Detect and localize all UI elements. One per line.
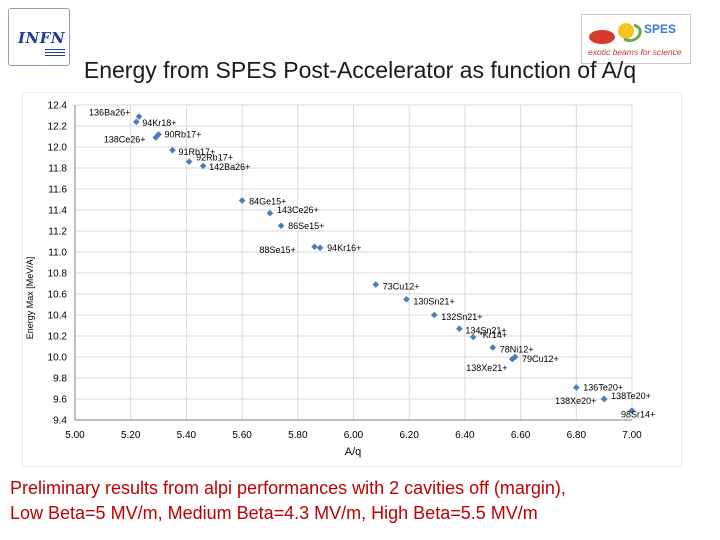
data-label: 84Ge15+ [249, 197, 286, 207]
grid-layer [74, 104, 633, 421]
data-point [316, 244, 324, 252]
y-tick-label: 12.2 [48, 122, 68, 133]
data-point [469, 333, 477, 341]
data-point [311, 243, 318, 251]
data-label: 92Rb17+ [196, 153, 233, 163]
label-layer: 136Ba26+ 94Kr18+90Rb17+ 138Ce26+ 91Rb17+92R… [89, 108, 655, 420]
data-point [152, 134, 160, 141]
y-tick-label: 10.2 [48, 332, 68, 343]
y-tick-label: 10.0 [48, 353, 68, 364]
data-label: 142Ba26+ [209, 162, 250, 172]
data-label: 143Ce26+ [277, 205, 319, 215]
data-point [628, 407, 636, 414]
x-tick-label: 5.40 [177, 430, 197, 441]
y-tick-label: 9.6 [53, 395, 67, 406]
spes-logo-swirl [589, 30, 615, 44]
data-point [199, 162, 207, 170]
data-label: 90Rb17+ [165, 129, 202, 139]
spes-logo-sun [618, 23, 634, 39]
data-label: 91Rb17+ [178, 147, 215, 157]
data-label: 132Sn21+ [441, 312, 482, 322]
y-tick-label: 9.8 [53, 374, 67, 385]
y-tick-label: 12.0 [48, 143, 68, 154]
data-label: 136Ba26+ [89, 108, 130, 118]
chart-svg: 9.4 9.6 9.8 10.0 10.2 10.4 10.6 10.8 11.0 11.2 11.… [21, 91, 683, 468]
data-label: 78Ni12+ [500, 345, 534, 355]
data-label: 88Se15+ [260, 245, 296, 255]
data-point [277, 222, 285, 230]
data-point [155, 131, 162, 138]
infn-logo: INFN [8, 8, 70, 66]
data-label: *Kr14+ [479, 330, 507, 340]
data-point [403, 295, 410, 303]
data-label: 98Sr14+ [621, 410, 655, 420]
data-point [600, 395, 608, 403]
data-label: 79Cu12+ [522, 354, 559, 364]
data-label: 94Kr16+ [327, 243, 361, 253]
slide-title: Energy from SPES Post-Accelerator as fun… [83, 57, 637, 83]
spes-logo-text: SPES [644, 22, 676, 36]
y-tick-label: 11.2 [48, 227, 67, 238]
y-tick-label: 12.4 [48, 101, 68, 112]
x-tick-label: 5.20 [121, 430, 141, 441]
y-tick-label: 10.4 [48, 311, 68, 322]
x-tick-label: 7.00 [622, 430, 642, 441]
data-label: 136Te20+ [583, 382, 623, 392]
y-tick-label: 11.6 [48, 185, 67, 196]
x-tick-label: 5.80 [288, 430, 308, 441]
x-tick-label: 6.80 [567, 430, 587, 441]
data-label: 130Sn21+ [413, 296, 454, 306]
data-label: 73Cu12+ [383, 282, 420, 292]
infn-logo-lines [45, 49, 65, 59]
data-point [372, 281, 380, 288]
data-label: 138Xe20+ [555, 396, 596, 406]
y-tick-label: 11.8 [48, 164, 67, 175]
data-point [489, 344, 497, 351]
y-tick-label: 9.4 [53, 416, 67, 427]
spes-logo-tagline: exotic beams for science [588, 47, 682, 57]
y-tick-label: 10.6 [48, 290, 68, 301]
y-axis-title: Energy Max [MeV/A] [25, 257, 35, 340]
caption-line-2: Low Beta=5 MV/m, Medium Beta=4.3 MV/m, H… [10, 503, 538, 523]
infn-logo-text: INFN [18, 29, 66, 47]
data-point [430, 311, 438, 319]
data-point [573, 384, 580, 391]
y-tick-label: 10.8 [48, 269, 68, 280]
data-point [508, 355, 516, 363]
data-point [456, 325, 463, 332]
x-tick-label: 5.00 [65, 430, 85, 441]
data-label: 138Te20+ [611, 391, 651, 401]
x-tick-label: 5.60 [232, 430, 252, 441]
chart-frame [21, 91, 683, 468]
x-tick-label: 6.40 [455, 430, 475, 441]
data-point [135, 113, 143, 120]
caption-line-1: Preliminary results from alpi performanc… [10, 478, 566, 498]
x-tick-label: 6.60 [511, 430, 531, 441]
scatter-chart: 9.4 9.6 9.8 10.0 10.2 10.4 10.6 10.8 11.0 11.2 11.… [21, 91, 683, 472]
axis-layer [74, 105, 632, 421]
y-tick-label: 11.0 [48, 248, 67, 259]
data-label: 94Kr18+ [142, 118, 176, 128]
data-point [266, 209, 274, 217]
spes-logo: SPES exotic beams for science [581, 14, 691, 64]
x-tick-label: 6.20 [399, 430, 419, 441]
y-tick-label: 11.4 [48, 206, 67, 217]
data-label: 86Se15+ [288, 221, 324, 231]
spes-logo-graphic: SPES exotic beams for science [588, 22, 682, 57]
x-axis-title: A/q [345, 446, 362, 458]
x-tick-label: 6.00 [344, 430, 364, 441]
data-label: 138Xe21+ [466, 363, 507, 373]
results-caption: Preliminary results from alpi performanc… [10, 476, 715, 526]
data-label: 138Ce26+ [104, 135, 146, 145]
tick-layer: 9.4 9.6 9.8 10.0 10.2 10.4 10.6 10.8 11.0 11.2 11.… [48, 101, 643, 442]
data-label: 134Sn21+ [465, 326, 506, 336]
spes-logo-leaf [623, 23, 642, 43]
